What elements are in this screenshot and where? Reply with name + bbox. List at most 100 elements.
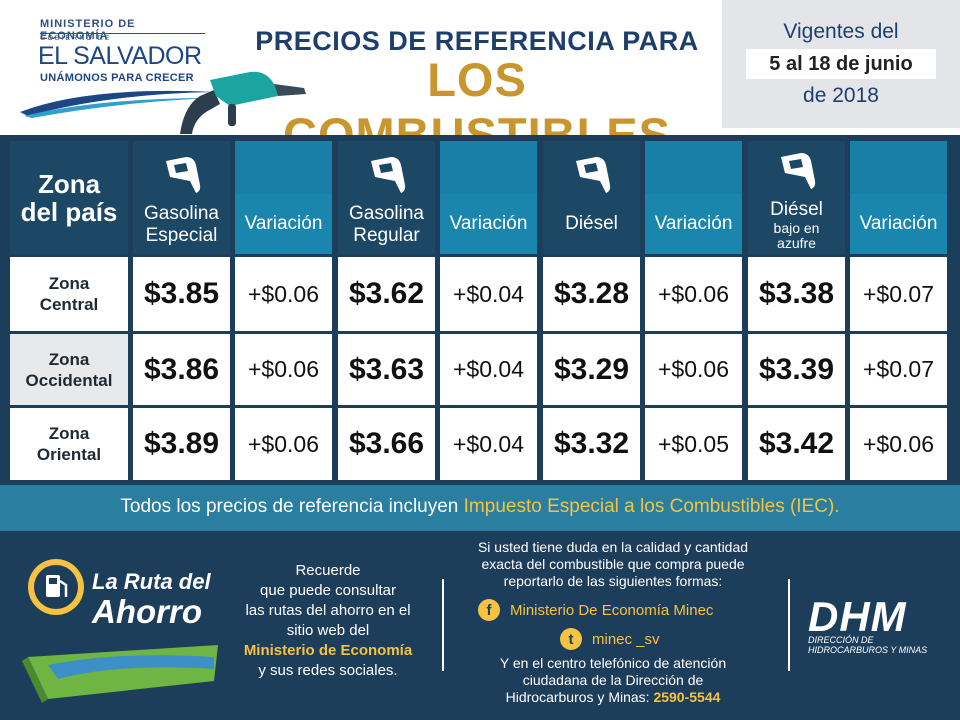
variation-cell: +$0.06 [850, 408, 947, 480]
variation-label: Variación [440, 194, 537, 254]
variation-cell: +$0.06 [235, 334, 332, 405]
price-cell: $3.66 [338, 408, 435, 480]
iec-banner: Todos los precios de referencia incluyen… [0, 485, 960, 531]
price-table: Zona del país Gasolina Especial Variació… [0, 135, 960, 485]
header: MINISTERIO DE ECONOMÍA GOBIERNO DE EL SA… [0, 0, 960, 161]
facebook-label: Ministerio De Economía Minec [510, 601, 714, 619]
recuerde-text: Recuerde que puede consultar las rutas d… [228, 561, 428, 681]
variation-header-4: Variación [850, 141, 947, 254]
price-cell: $3.62 [338, 257, 435, 331]
price-cell: $3.29 [543, 334, 640, 405]
logo-rule [40, 33, 205, 34]
variation-header-3: Variación [645, 141, 742, 254]
twitter-contact[interactable]: t minec _sv [560, 627, 660, 651]
phone-number: 2590-5544 [653, 689, 721, 705]
centro-line: ciudadana de la Dirección de [522, 672, 704, 688]
price-cell: $3.86 [133, 334, 230, 405]
variation-cell: +$0.05 [645, 408, 742, 480]
dhm-sub-line: HIDROCARBUROS Y MINAS [808, 645, 928, 655]
title-line1: PRECIOS DE REFERENCIA PARA [255, 26, 699, 56]
duda-line: reportarlo de las siguientes formas: [503, 573, 723, 589]
fuel-name-line3: azufre [777, 235, 816, 251]
recuerde-line: que puede consultar [260, 582, 396, 599]
variation-header-1: Variación [235, 141, 332, 254]
fuel-nozzle-icon [575, 157, 610, 193]
zone-header-line1: Zona [37, 168, 101, 199]
centro-text: Y en el centro telefónico de atención ci… [450, 655, 776, 706]
price-cell: $3.32 [543, 408, 640, 480]
zone-cell-occidental: Zona Occidental [10, 334, 128, 405]
zone-line2: Oriental [36, 445, 102, 464]
footer-divider [788, 579, 790, 671]
variation-cell: +$0.06 [645, 334, 742, 405]
dhm-subtitle: DIRECCIÓN DE HIDROCARBUROS Y MINAS [808, 635, 927, 655]
price-cell: $3.42 [748, 408, 845, 480]
fuel-header-gasolina-especial: Gasolina Especial [133, 141, 230, 254]
zone-line2: Central [39, 295, 99, 314]
variation-cell: +$0.04 [440, 334, 537, 405]
centro-line: Y en el centro telefónico de atención [499, 655, 727, 671]
price-cell: $3.63 [338, 334, 435, 405]
government-logo: MINISTERIO DE ECONOMÍA GOBIERNO DE EL SA… [18, 14, 214, 118]
fuel-header-diesel-bajo-azufre: Diésel bajo en azufre [748, 141, 845, 254]
recuerde-line: las rutas del ahorro en el [245, 602, 411, 619]
logo-swoosh [20, 90, 214, 118]
validity-label: Vigentes del [783, 20, 899, 43]
zone-line1: Zona [48, 349, 90, 369]
zone-line1: Zona [48, 424, 90, 443]
validity-box: Vigentes del 5 al 18 de junio de 2018 [722, 0, 960, 128]
variation-label: Variación [235, 194, 332, 254]
fuel-nozzle-icon [780, 153, 815, 189]
variation-cell: +$0.07 [850, 334, 947, 405]
variation-cell: +$0.04 [440, 257, 537, 331]
validity-year: de 2018 [803, 84, 879, 107]
ministerio-link-text: Ministerio de Economía [243, 642, 413, 659]
twitter-label: minec _sv [592, 630, 660, 648]
fuel-nozzle-icon [180, 71, 306, 134]
price-cell: $3.89 [133, 408, 230, 480]
iec-text: Todos los precios de referencia incluyen… [0, 496, 960, 518]
zone-line1: Zona [48, 274, 90, 293]
recuerde-line: y sus redes sociales. [258, 662, 398, 679]
variation-cell: +$0.07 [850, 257, 947, 331]
fuel-nozzle-icon [165, 157, 200, 193]
zone-header-line2: del país [20, 196, 118, 227]
gobierno-label: GOBIERNO DE [40, 35, 112, 42]
fuel-header-diesel: Diésel [543, 141, 640, 254]
fuel-name-line2: Especial [145, 225, 218, 246]
footer-divider [442, 579, 444, 671]
facebook-icon: f [478, 599, 500, 621]
variation-cell: +$0.06 [235, 257, 332, 331]
price-cell: $3.39 [748, 334, 845, 405]
duda-text: Si usted tiene duda en la calidad y cant… [450, 539, 776, 590]
ruta-title-line2: Ahorro [92, 593, 202, 630]
variation-label: Variación [850, 194, 947, 254]
variation-cell: +$0.06 [645, 257, 742, 331]
recuerde-line: Recuerde [295, 562, 361, 579]
duda-line: exacta del combustible que compra puede [481, 556, 745, 572]
fuel-name-line2: bajo en [773, 220, 820, 236]
fuel-nozzle-icon [370, 157, 405, 193]
ruta-title-line1: La Ruta del [92, 569, 211, 594]
variation-cell: +$0.06 [235, 408, 332, 480]
iec-highlight: Impuesto Especial a los Combustibles (IE… [463, 496, 840, 517]
fuel-name-line1: Gasolina [144, 203, 219, 224]
variation-header-2: Variación [440, 141, 537, 254]
fuel-name-line1: Diésel [565, 213, 618, 234]
dhm-sub-line: DIRECCIÓN DE [808, 635, 874, 645]
duda-line: Si usted tiene duda en la calidad y cant… [477, 539, 749, 555]
variation-label: Variación [645, 194, 742, 254]
facebook-contact[interactable]: f Ministerio De Economía Minec [478, 598, 713, 622]
fuel-name-line2: Regular [353, 225, 420, 246]
variation-cell: +$0.04 [440, 408, 537, 480]
dhm-logo: DHM [808, 593, 907, 640]
price-cell: $3.85 [133, 257, 230, 331]
recuerde-line: sitio web del [286, 622, 370, 639]
twitter-icon: t [560, 628, 582, 650]
zone-cell-central: Zona Central [10, 257, 128, 331]
price-cell: $3.28 [543, 257, 640, 331]
zone-cell-oriental: Zona Oriental [10, 408, 128, 480]
ruta-del-ahorro-logo [22, 559, 218, 703]
motto: UNÁMONOS PARA CRECER [40, 72, 194, 84]
footer: La Ruta del Ahorro Recuerde que puede co… [0, 531, 960, 720]
